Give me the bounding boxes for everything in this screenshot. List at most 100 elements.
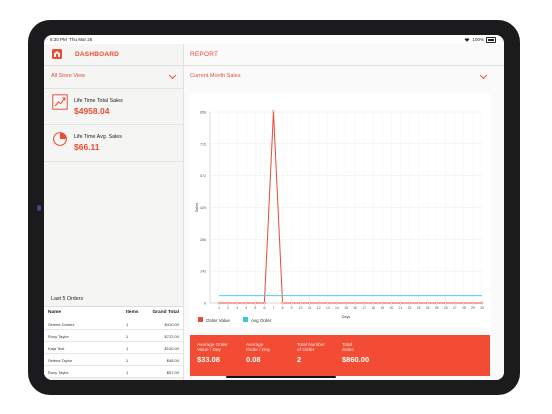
data-point [335,301,339,305]
data-point [371,301,375,305]
x-tick-label: 9 [291,306,293,310]
data-point [217,301,221,305]
x-tick-label: 14 [335,306,339,310]
data-point [380,301,384,305]
dashboard-title: DASHBOARD [75,51,120,58]
lifetime-total-sales-value: $4958.04 [74,106,110,116]
data-point [462,301,466,305]
order-items: 1 [126,369,129,375]
battery-icon [486,37,496,43]
x-tick-label: 10 [299,306,303,310]
data-point [426,301,429,305]
x-tick-label: 3 [236,306,238,310]
column-header-items: Items [126,310,139,315]
data-point [235,301,239,305]
status-time-date: 6:30 PM Thu Mar 26 [50,37,92,42]
x-tick-label: 8 [282,306,284,310]
x-tick-label: 22 [408,306,412,310]
order-name: Roxy Taylor [48,333,69,339]
data-point [299,301,303,305]
series-line-order-value [219,111,482,304]
stat-total-orders: Total Number of Order 2 [297,342,325,364]
x-tick-label: 5 [254,306,256,310]
data-point [263,301,266,305]
legend-label-avg-order: Avg Order [251,317,272,323]
data-point [353,301,357,305]
order-items: 1 [126,333,129,339]
order-items: 1 [126,357,129,363]
table-row[interactable]: Roxy Taylor 1 $722.00 [44,330,183,342]
data-point [317,301,321,305]
data-point [308,301,312,305]
x-tick-label: 15 [344,306,348,310]
x-tick-label: 23 [417,306,421,310]
legend-swatch-order-value [198,317,203,322]
data-point [389,301,393,305]
x-tick-label: 27 [453,306,457,310]
table-row[interactable]: Selena Taylor 1 $48.00 [44,354,183,366]
x-tick-label: 28 [462,306,466,310]
range-label: Current Month Sales [190,73,241,79]
status-date: Thu Mar 26 [69,37,93,42]
data-point [244,301,248,305]
data-point [417,301,420,305]
stat-label: Total Number of Order [297,342,325,353]
data-point [435,301,439,305]
order-name: Selena Gomez [48,321,75,327]
legend-label-order-value: Order Value [206,317,230,323]
y-axis-label: Sales [195,203,199,213]
store-view-label: All Store View [51,73,86,79]
x-axis-label: Days [342,315,351,319]
chevron-down-icon [168,71,177,80]
chevron-down-icon [479,71,488,80]
home-indicator[interactable] [226,376,336,378]
battery-percent: 100% [472,37,484,43]
x-tick-label: 24 [426,306,430,310]
y-tick-label: 572 [200,174,206,178]
divider [44,88,183,89]
divider [44,161,183,162]
x-tick-label: 18 [371,306,375,310]
x-tick-label: 21 [399,306,403,310]
x-tick-label: 26 [444,306,448,310]
data-point [453,301,457,305]
stat-avg-order-per-day: Average Order / Day 0.08 [246,342,270,364]
wifi-icon [464,37,470,42]
table-row[interactable]: Kaja Test 1 $100.00 [44,342,183,354]
status-right: 100% [464,37,496,43]
screen: 6:30 PM Thu Mar 26 100% DASHBOARD All St… [44,35,504,380]
report-pane: REPORT Current Month Sales 0 143 286 429 572… [184,44,504,380]
divider [44,65,183,66]
y-tick-label: 429 [200,206,206,210]
x-tick-label: 25 [435,306,439,310]
table-row[interactable]: Roxy Taylor 1 $57.00 [44,366,183,378]
stat-total-sales: Total Sales $860.00 [342,342,369,364]
data-point [408,301,411,305]
table-row[interactable]: Selena Gomez 1 $410.00 [44,318,183,330]
store-view-selector[interactable]: All Store View [44,66,183,86]
order-name: Kaja Test [48,345,65,351]
line-chart-icon [52,94,68,110]
data-point [281,301,284,305]
range-selector[interactable]: Current Month Sales [184,66,494,86]
order-total: $410.00 [164,321,179,327]
y-tick-label: 286 [200,238,206,242]
stat-value: 0.08 [246,354,261,364]
chart-legend: Order Value Avg Order [196,316,496,326]
last-orders-title: Last 5 Orders [51,296,84,302]
y-tick-label: 0 [204,302,206,306]
x-tick-label: 30 [480,306,484,310]
order-total: $100.00 [164,345,179,351]
x-tick-label: 20 [389,306,393,310]
order-items: 1 [126,321,129,327]
order-total: $722.00 [164,333,179,339]
data-point [344,301,348,305]
stat-value: $33.08 [197,354,220,364]
stat-label: Average Order Value / Day [197,342,228,353]
y-tick-label: 858 [200,111,206,115]
stat-avg-order-value: Average Order Value / Day $33.08 [197,342,228,364]
lifetime-avg-sales-label: Life Time Avg. Sales [74,134,122,140]
x-tick-label: 11 [308,306,312,310]
y-tick-label: 715 [200,142,206,146]
